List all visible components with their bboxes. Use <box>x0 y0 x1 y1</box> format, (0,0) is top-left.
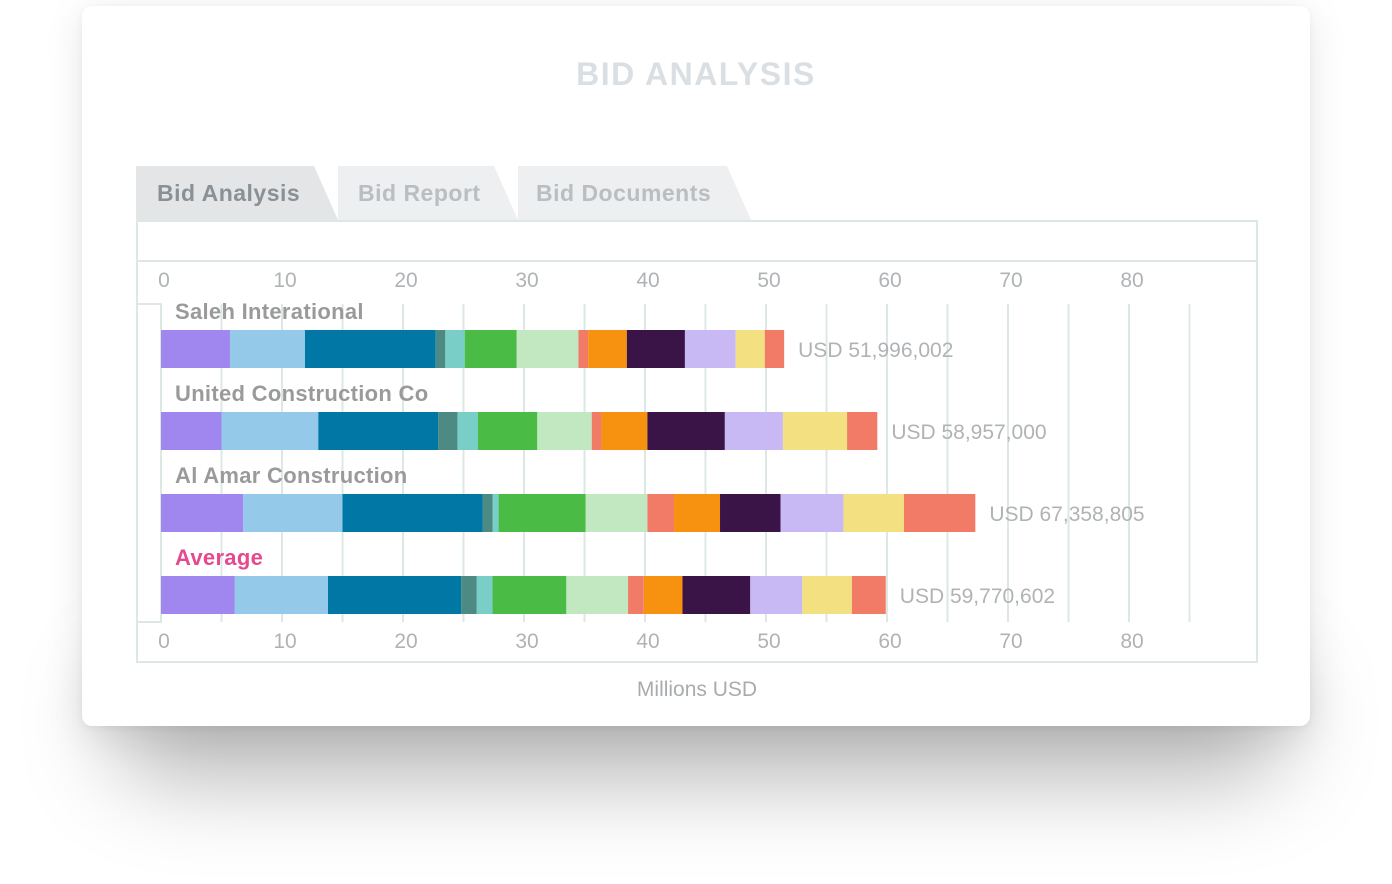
bar-segment[interactable] <box>342 494 483 532</box>
axis-ticks: 0 0 10 10 20 20 30 30 40 40 50 50 60 60 70 70 80 80 <box>158 269 1144 653</box>
bar-segment[interactable] <box>161 412 222 450</box>
bar-segment[interactable] <box>578 330 589 368</box>
bar-segment[interactable] <box>445 330 465 368</box>
bar-segment[interactable] <box>161 576 235 614</box>
bar-segment[interactable] <box>438 412 458 450</box>
top-tick-label: 30 <box>515 269 538 292</box>
bar-segment[interactable] <box>304 330 436 368</box>
bar-segment[interactable] <box>802 576 852 614</box>
bar-segment[interactable] <box>735 330 765 368</box>
bottom-tick-label: 80 <box>1120 630 1143 653</box>
company-label: Saleh Interational <box>175 299 364 324</box>
bar-segment[interactable] <box>482 494 493 532</box>
bar-segment[interactable] <box>851 576 886 614</box>
bar-segment[interactable] <box>537 412 592 450</box>
bar-segment[interactable] <box>516 330 579 368</box>
bar-segment[interactable] <box>780 494 844 532</box>
top-tick-label: 80 <box>1120 269 1143 292</box>
top-tick-label: 50 <box>757 269 780 292</box>
axis-bracket <box>137 303 162 623</box>
total-label: USD 51,996,002 <box>798 339 953 362</box>
bar-segment[interactable] <box>601 412 648 450</box>
bar-segment[interactable] <box>327 576 462 614</box>
bottom-tick-label: 60 <box>878 630 901 653</box>
bar-segment[interactable] <box>684 330 736 368</box>
bar-segment[interactable] <box>626 330 685 368</box>
bar-segment[interactable] <box>647 412 725 450</box>
bar-segment[interactable] <box>628 576 644 614</box>
bar-segment[interactable] <box>591 412 602 450</box>
page-title: BID ANALYSIS <box>576 56 816 92</box>
bar-segment[interactable] <box>161 330 230 368</box>
top-tick-label: 70 <box>999 269 1022 292</box>
chart-frame <box>136 220 1258 663</box>
bars <box>161 330 976 614</box>
top-tick-label: 0 <box>158 269 170 292</box>
bar-segment[interactable] <box>221 412 319 450</box>
bar-segment[interactable] <box>461 576 477 614</box>
bottom-tick-label: 30 <box>515 630 538 653</box>
tab-bid-analysis[interactable]: Bid Analysis <box>157 180 301 206</box>
bar-segment[interactable] <box>498 494 586 532</box>
bar-segment[interactable] <box>588 330 627 368</box>
x-axis-label: Millions USD <box>637 678 757 701</box>
bar-segment[interactable] <box>750 576 803 614</box>
bar-segment[interactable] <box>161 494 244 532</box>
bar-segment[interactable] <box>720 494 781 532</box>
bar-segment[interactable] <box>782 412 848 450</box>
bar-segment[interactable] <box>764 330 785 368</box>
bar-segment[interactable] <box>234 576 328 614</box>
bottom-tick-label: 0 <box>158 630 170 653</box>
bar-segment[interactable] <box>566 576 629 614</box>
bar-segment[interactable] <box>724 412 783 450</box>
top-tick-label: 10 <box>273 269 296 292</box>
bar-segment[interactable] <box>492 576 567 614</box>
bar-segment[interactable] <box>674 494 721 532</box>
total-label: USD 67,358,805 <box>989 503 1144 526</box>
top-tick-label: 60 <box>878 269 901 292</box>
bottom-tick-label: 10 <box>273 630 296 653</box>
total-label: USD 58,957,000 <box>891 421 1046 444</box>
bottom-tick-label: 70 <box>999 630 1022 653</box>
bar-segment[interactable] <box>847 412 878 450</box>
tab-bid-documents[interactable]: Bid Documents <box>536 180 712 206</box>
bar-labels: Saleh Interational USD 51,996,002 United C… <box>175 299 1145 608</box>
bar-segment[interactable] <box>229 330 305 368</box>
average-label: Average <box>175 545 263 570</box>
bar-segment[interactable] <box>843 494 904 532</box>
bottom-tick-label: 40 <box>636 630 659 653</box>
bottom-tick-label: 20 <box>394 630 417 653</box>
bar-segment[interactable] <box>476 576 493 614</box>
tab-bid-report[interactable]: Bid Report <box>358 180 481 206</box>
top-tick-label: 40 <box>636 269 659 292</box>
bottom-tick-label: 50 <box>757 630 780 653</box>
bar-segment[interactable] <box>643 576 683 614</box>
total-label: USD 59,770,602 <box>900 585 1055 608</box>
bar-segment[interactable] <box>318 412 439 450</box>
bar-segment[interactable] <box>435 330 446 368</box>
bar-segment[interactable] <box>682 576 751 614</box>
company-label: United Construction Co <box>175 381 428 406</box>
bar-segment[interactable] <box>492 494 499 532</box>
company-label: Al Amar Construction <box>175 463 408 488</box>
bar-segment[interactable] <box>903 494 976 532</box>
bar-segment[interactable] <box>478 412 538 450</box>
top-tick-label: 20 <box>394 269 417 292</box>
bar-segment[interactable] <box>647 494 675 532</box>
bar-segment[interactable] <box>243 494 343 532</box>
bar-segment[interactable] <box>585 494 648 532</box>
bar-segment[interactable] <box>457 412 479 450</box>
bar-segment[interactable] <box>464 330 517 368</box>
